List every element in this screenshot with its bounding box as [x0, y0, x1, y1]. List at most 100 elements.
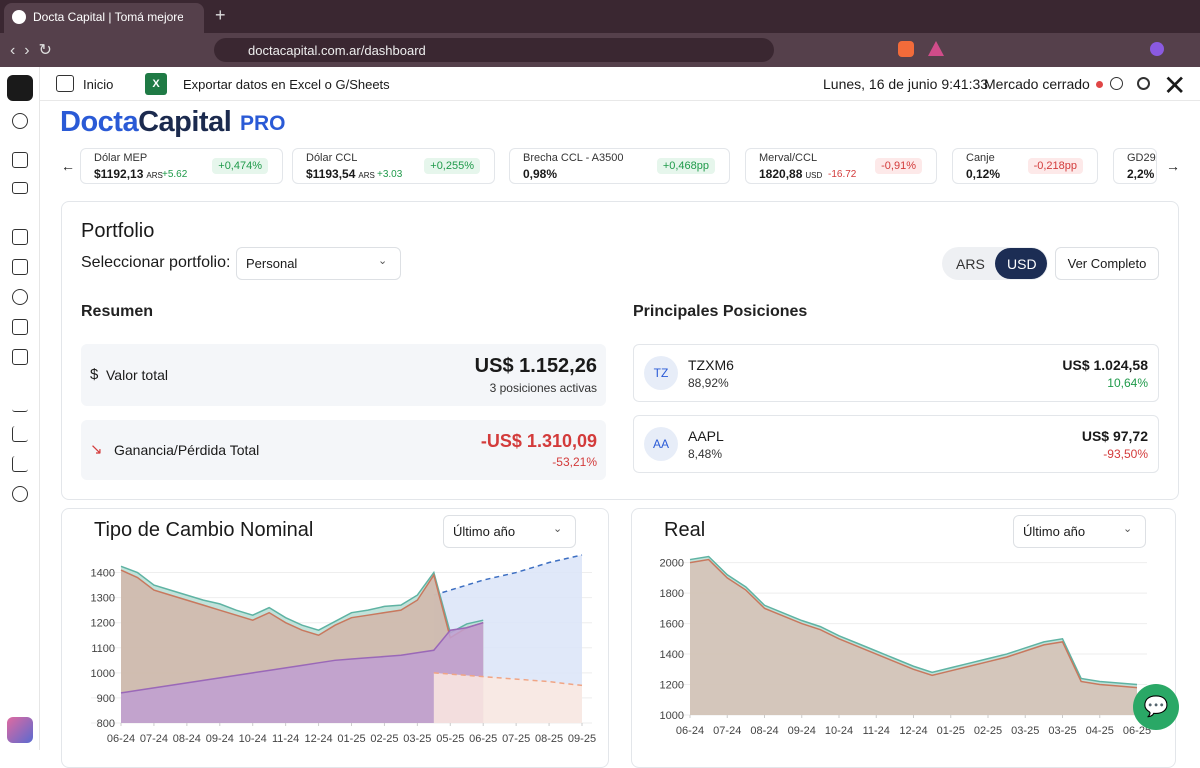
- excel-icon[interactable]: X: [145, 73, 167, 95]
- cash-icon[interactable]: [12, 182, 28, 194]
- x-tick-label: 06-25: [469, 733, 497, 745]
- list-icon[interactable]: [12, 229, 28, 245]
- view-full-button[interactable]: Ver Completo: [1055, 247, 1159, 280]
- ticker-name: Brecha CCL - A3500: [523, 152, 624, 164]
- y-tick-label: 1200: [660, 680, 684, 692]
- chart: 1000 1200 1400 1600 1800 2000 06-24 07-24 08-24 0…: [660, 555, 1151, 737]
- ticker-pct: +0,468pp: [656, 158, 715, 174]
- period-select[interactable]: [443, 515, 576, 548]
- search-icon[interactable]: [12, 113, 28, 129]
- x-tick-label: 03-25: [1048, 725, 1076, 737]
- book-icon[interactable]: [12, 259, 28, 275]
- x-tick-label: 02-25: [974, 725, 1002, 737]
- dollar-icon: $: [90, 366, 99, 383]
- position-row[interactable]: [633, 344, 1159, 402]
- position-change: 10,64%: [1107, 376, 1148, 390]
- y-tick-label: 800: [97, 718, 115, 730]
- ticker-value: 2,2%: [1127, 167, 1155, 181]
- nav-buttons[interactable]: ‹ › ↻: [10, 42, 52, 59]
- position-row[interactable]: [633, 415, 1159, 473]
- line-chart-icon[interactable]: [12, 426, 28, 442]
- position-weight: 8,48%: [688, 447, 723, 461]
- ticker-card[interactable]: Canje 0,12% -0,218pp: [952, 148, 1098, 184]
- x-icon[interactable]: ✕: [1163, 70, 1187, 101]
- portfolio-title: Portfolio: [81, 220, 155, 242]
- info-icon[interactable]: [1110, 77, 1123, 90]
- ticker-card[interactable]: Brecha CCL - A3500 0,98% +0,468pp: [509, 148, 730, 184]
- position-value: US$ 97,72: [1081, 428, 1148, 444]
- ticker-card[interactable]: GD29/A 2,2%: [1113, 148, 1157, 184]
- active-tab[interactable]: [4, 3, 204, 33]
- rewards-icon[interactable]: [928, 41, 944, 56]
- total-label: Valor total: [106, 367, 168, 383]
- ticker-unit: ARS: [146, 171, 163, 180]
- bar-chart-icon[interactable]: [12, 456, 28, 472]
- home-link[interactable]: Inicio: [83, 77, 114, 92]
- x-tick-label: 07-25: [502, 733, 530, 745]
- x-tick-label: 11-24: [272, 733, 299, 745]
- notes-icon[interactable]: [12, 349, 28, 365]
- datetime: Lunes, 16 de junio 9:41:33: [823, 76, 989, 92]
- period-value: Último año: [453, 524, 516, 539]
- period-select[interactable]: [1013, 515, 1146, 548]
- x-tick-label: 03-25: [1011, 725, 1039, 737]
- y-tick-label: 1000: [91, 668, 115, 680]
- profile-icon[interactable]: [1150, 42, 1164, 56]
- x-tick-label: 08-24: [750, 725, 778, 737]
- new-tab[interactable]: +: [215, 5, 226, 25]
- chevron: ⌄: [1123, 523, 1133, 535]
- x-tick-label: 10-24: [825, 725, 853, 737]
- user-avatar[interactable]: [7, 717, 33, 743]
- total-sub: 3 posiciones activas: [489, 381, 597, 395]
- trend-icon[interactable]: [12, 396, 28, 412]
- sidebar-toggle[interactable]: [56, 75, 74, 92]
- total-box: [81, 344, 606, 406]
- x-tick-label: 01-25: [337, 733, 365, 745]
- currency-option[interactable]: USD: [1007, 256, 1037, 272]
- globe-icon[interactable]: [12, 289, 28, 305]
- market-status: Mercado cerrado: [984, 76, 1090, 92]
- ball-icon[interactable]: [12, 486, 28, 502]
- chevron: ⌄: [378, 255, 388, 267]
- ticker-card[interactable]: Dólar MEP $1192,13 ARS +5.62 +0,474%: [80, 148, 283, 184]
- url-field[interactable]: [214, 38, 774, 62]
- toolbar-divider: [40, 100, 1200, 101]
- chart-title: Tipo de Cambio Nominal: [94, 519, 314, 541]
- doc-icon[interactable]: [12, 319, 28, 335]
- logo[interactable]: DoctaCapital: [60, 106, 232, 139]
- series-line: [689, 555, 1138, 686]
- ticker-change: -16.72: [828, 169, 857, 180]
- ticker-value: 0,98%: [523, 167, 558, 181]
- sidebar-logo[interactable]: [7, 75, 33, 101]
- ticker-name: GD29/A: [1127, 152, 1156, 164]
- position-avatar: AA: [644, 427, 678, 461]
- ticker-prev[interactable]: ←: [61, 158, 75, 174]
- position-weight: 88,92%: [688, 376, 729, 390]
- ticker-next[interactable]: →: [1166, 158, 1180, 174]
- chat-button[interactable]: 💬: [1133, 684, 1179, 730]
- series-line: [120, 621, 484, 694]
- ticker-value: $1192,13 ARS: [94, 167, 163, 181]
- currency-option[interactable]: ARS: [956, 256, 985, 272]
- area-fill: [690, 559, 1137, 715]
- y-tick-label: 1000: [660, 710, 684, 722]
- ticker-unit: ARS: [358, 171, 375, 180]
- ticker-card[interactable]: Merval/CCL 1820,88 USD -16.72 -0,91%: [745, 148, 937, 184]
- position-avatar: TZ: [644, 356, 678, 390]
- theme-icon[interactable]: [1137, 77, 1150, 90]
- currency-active: [995, 248, 1047, 279]
- brave-icon[interactable]: [898, 41, 914, 57]
- ticker-card[interactable]: Dólar CCL $1193,54 ARS +3.03 +0,255%: [292, 148, 495, 184]
- y-tick-label: 1100: [91, 643, 115, 655]
- export-link[interactable]: Exportar datos en Excel o G/Sheets: [183, 77, 390, 92]
- ticker-name: Merval/CCL: [759, 152, 818, 164]
- x-tick-label: 01-25: [937, 725, 965, 737]
- x-tick-label: 12-24: [305, 733, 333, 745]
- ticker-pct: -0,91%: [875, 158, 922, 174]
- portfolio-select[interactable]: [236, 247, 401, 280]
- y-tick-label: 1600: [660, 619, 684, 631]
- chart: 800 900 1000 1100 1200 1300 1400 06-24 07-24 08-2…: [91, 554, 596, 745]
- x-tick-label: 11-24: [863, 725, 890, 737]
- home-icon[interactable]: [12, 152, 28, 168]
- period-value: Último año: [1023, 524, 1086, 539]
